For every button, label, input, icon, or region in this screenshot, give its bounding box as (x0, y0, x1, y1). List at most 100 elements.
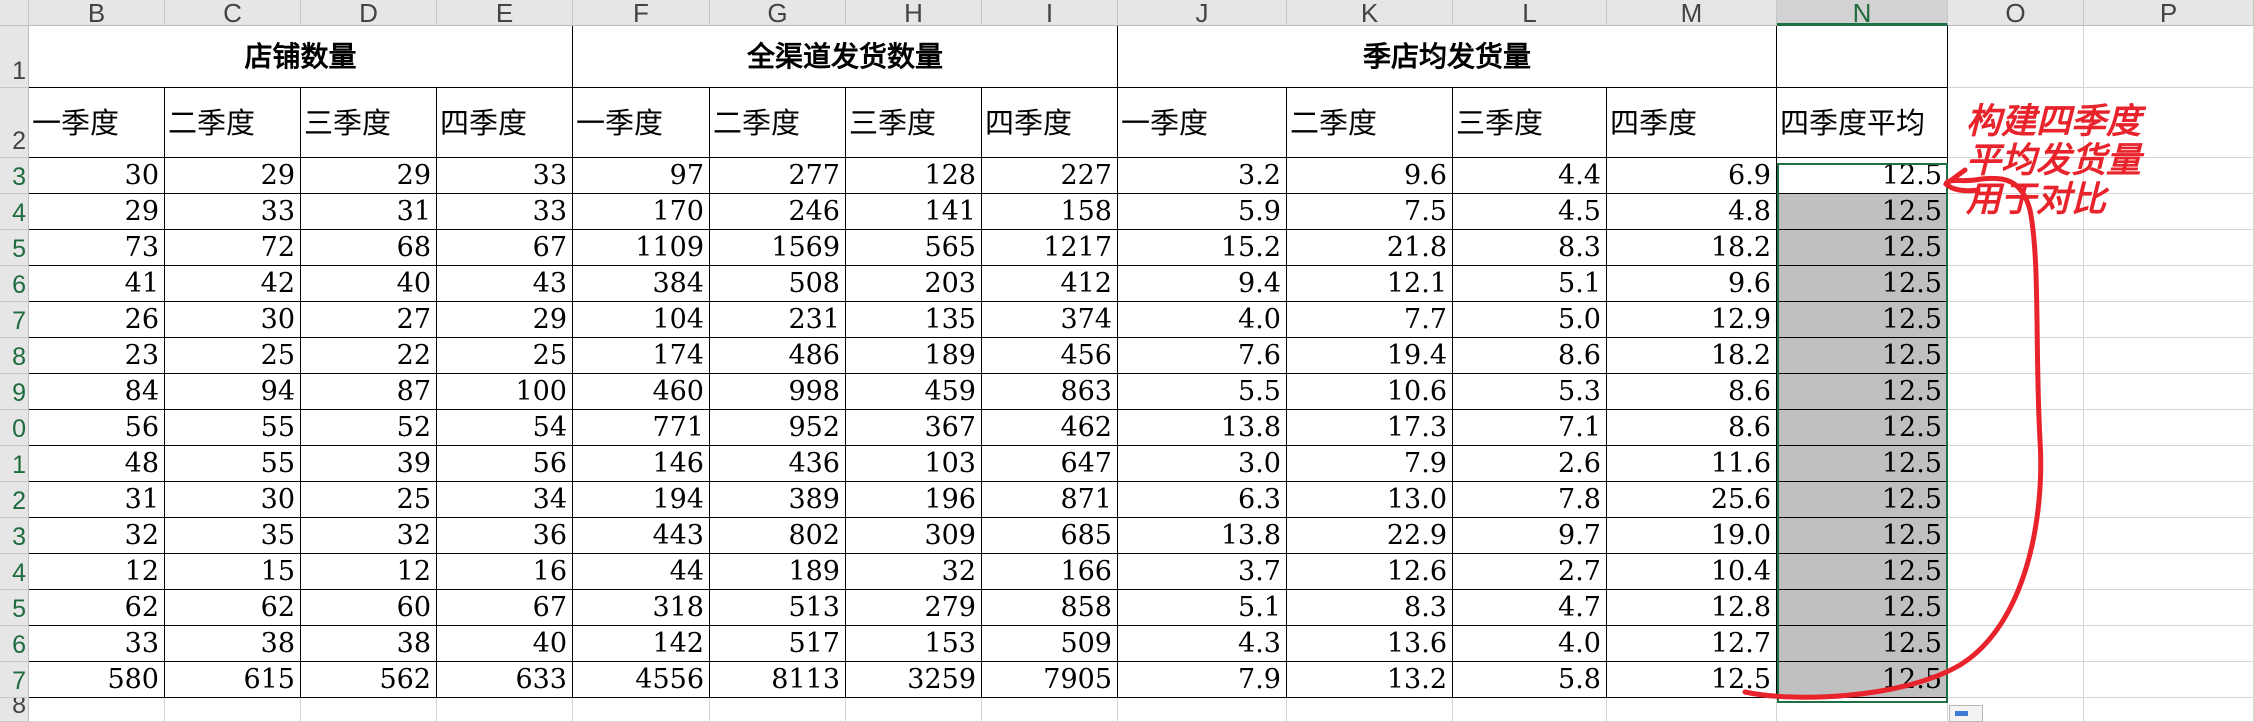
data-cell[interactable]: 12.5 (1777, 482, 1948, 518)
data-cell[interactable]: 9.4 (1118, 266, 1287, 302)
data-cell[interactable]: 100 (437, 374, 573, 410)
data-cell[interactable]: 12.5 (1777, 194, 1948, 230)
quick-analysis-button[interactable] (1949, 705, 1983, 722)
empty-cell[interactable] (1948, 230, 2084, 266)
data-cell[interactable]: 12.7 (1607, 626, 1777, 662)
data-cell[interactable]: 10.4 (1607, 554, 1777, 590)
data-cell[interactable]: 97 (573, 158, 710, 194)
column-header-c[interactable]: C (165, 0, 301, 26)
empty-cell[interactable] (1948, 410, 2084, 446)
data-cell[interactable]: 38 (165, 626, 301, 662)
data-cell[interactable]: 8.6 (1453, 338, 1607, 374)
quarter-header[interactable]: 四季度 (437, 88, 573, 158)
cell-n1[interactable] (1777, 26, 1948, 88)
avg-header[interactable]: 四季度平均 (1777, 88, 1948, 158)
group-header-per-store[interactable]: 季店均发货量 (1118, 26, 1777, 88)
empty-cell[interactable] (1453, 698, 1607, 722)
data-cell[interactable]: 146 (573, 446, 710, 482)
row-header-18[interactable]: 8 (0, 698, 29, 722)
empty-cell[interactable] (982, 698, 1118, 722)
column-header-i[interactable]: I (982, 0, 1118, 26)
empty-cell[interactable] (1948, 446, 2084, 482)
row-header-16[interactable]: 6 (0, 626, 29, 662)
data-cell[interactable]: 22.9 (1287, 518, 1453, 554)
data-cell[interactable]: 4.0 (1453, 626, 1607, 662)
data-cell[interactable]: 12.5 (1607, 662, 1777, 698)
data-cell[interactable]: 647 (982, 446, 1118, 482)
data-cell[interactable]: 513 (710, 590, 846, 626)
data-cell[interactable]: 565 (846, 230, 982, 266)
data-cell[interactable]: 166 (982, 554, 1118, 590)
empty-cell[interactable] (1948, 482, 2084, 518)
empty-cell[interactable] (846, 698, 982, 722)
quarter-header[interactable]: 一季度 (29, 88, 165, 158)
data-cell[interactable]: 84 (29, 374, 165, 410)
data-cell[interactable]: 460 (573, 374, 710, 410)
row-header-17[interactable]: 7 (0, 662, 29, 698)
data-cell[interactable]: 38 (301, 626, 437, 662)
data-cell[interactable]: 13.6 (1287, 626, 1453, 662)
data-cell[interactable]: 12.5 (1777, 266, 1948, 302)
data-cell[interactable]: 4.3 (1118, 626, 1287, 662)
data-cell[interactable]: 11.6 (1607, 446, 1777, 482)
select-all-corner[interactable] (0, 0, 29, 26)
data-cell[interactable]: 4.4 (1453, 158, 1607, 194)
row-header-7[interactable]: 7 (0, 302, 29, 338)
data-cell[interactable]: 32 (29, 518, 165, 554)
data-cell[interactable]: 580 (29, 662, 165, 698)
data-cell[interactable]: 42 (165, 266, 301, 302)
data-cell[interactable]: 384 (573, 266, 710, 302)
data-cell[interactable]: 3.7 (1118, 554, 1287, 590)
quarter-header[interactable]: 四季度 (982, 88, 1118, 158)
row-header-14[interactable]: 4 (0, 554, 29, 590)
data-cell[interactable]: 158 (982, 194, 1118, 230)
data-cell[interactable]: 19.4 (1287, 338, 1453, 374)
data-cell[interactable]: 309 (846, 518, 982, 554)
data-cell[interactable]: 12.5 (1777, 662, 1948, 698)
data-cell[interactable]: 318 (573, 590, 710, 626)
data-cell[interactable]: 26 (29, 302, 165, 338)
data-cell[interactable]: 7.1 (1453, 410, 1607, 446)
data-cell[interactable]: 231 (710, 302, 846, 338)
column-header-f[interactable]: F (573, 0, 710, 26)
data-cell[interactable]: 19.0 (1607, 518, 1777, 554)
data-cell[interactable]: 12.5 (1777, 626, 1948, 662)
data-cell[interactable]: 135 (846, 302, 982, 338)
data-cell[interactable]: 40 (437, 626, 573, 662)
quarter-header[interactable]: 一季度 (1118, 88, 1287, 158)
row-header-2[interactable]: 2 (0, 88, 29, 158)
empty-cell[interactable] (1948, 302, 2084, 338)
column-header-d[interactable]: D (301, 0, 437, 26)
data-cell[interactable]: 189 (710, 554, 846, 590)
empty-cell[interactable] (1948, 266, 2084, 302)
data-cell[interactable]: 5.0 (1453, 302, 1607, 338)
data-cell[interactable]: 12.6 (1287, 554, 1453, 590)
data-cell[interactable]: 55 (165, 410, 301, 446)
data-cell[interactable]: 6.3 (1118, 482, 1287, 518)
data-cell[interactable]: 203 (846, 266, 982, 302)
data-cell[interactable]: 998 (710, 374, 846, 410)
data-cell[interactable]: 103 (846, 446, 982, 482)
data-cell[interactable]: 508 (710, 266, 846, 302)
empty-cell[interactable] (1948, 374, 2084, 410)
data-cell[interactable]: 33 (29, 626, 165, 662)
data-cell[interactable]: 7.7 (1287, 302, 1453, 338)
data-cell[interactable]: 12.5 (1777, 230, 1948, 266)
empty-cell[interactable] (2084, 266, 2254, 302)
data-cell[interactable]: 44 (573, 554, 710, 590)
data-cell[interactable]: 33 (165, 194, 301, 230)
row-header-13[interactable]: 3 (0, 518, 29, 554)
data-cell[interactable]: 31 (301, 194, 437, 230)
empty-cell[interactable] (1118, 698, 1287, 722)
data-cell[interactable]: 7.5 (1287, 194, 1453, 230)
data-cell[interactable]: 31 (29, 482, 165, 518)
data-cell[interactable]: 60 (301, 590, 437, 626)
data-cell[interactable]: 56 (437, 446, 573, 482)
data-cell[interactable]: 952 (710, 410, 846, 446)
data-cell[interactable]: 5.3 (1453, 374, 1607, 410)
column-header-k[interactable]: K (1287, 0, 1453, 26)
data-cell[interactable]: 196 (846, 482, 982, 518)
data-cell[interactable]: 67 (437, 590, 573, 626)
data-cell[interactable]: 462 (982, 410, 1118, 446)
data-cell[interactable]: 8113 (710, 662, 846, 698)
